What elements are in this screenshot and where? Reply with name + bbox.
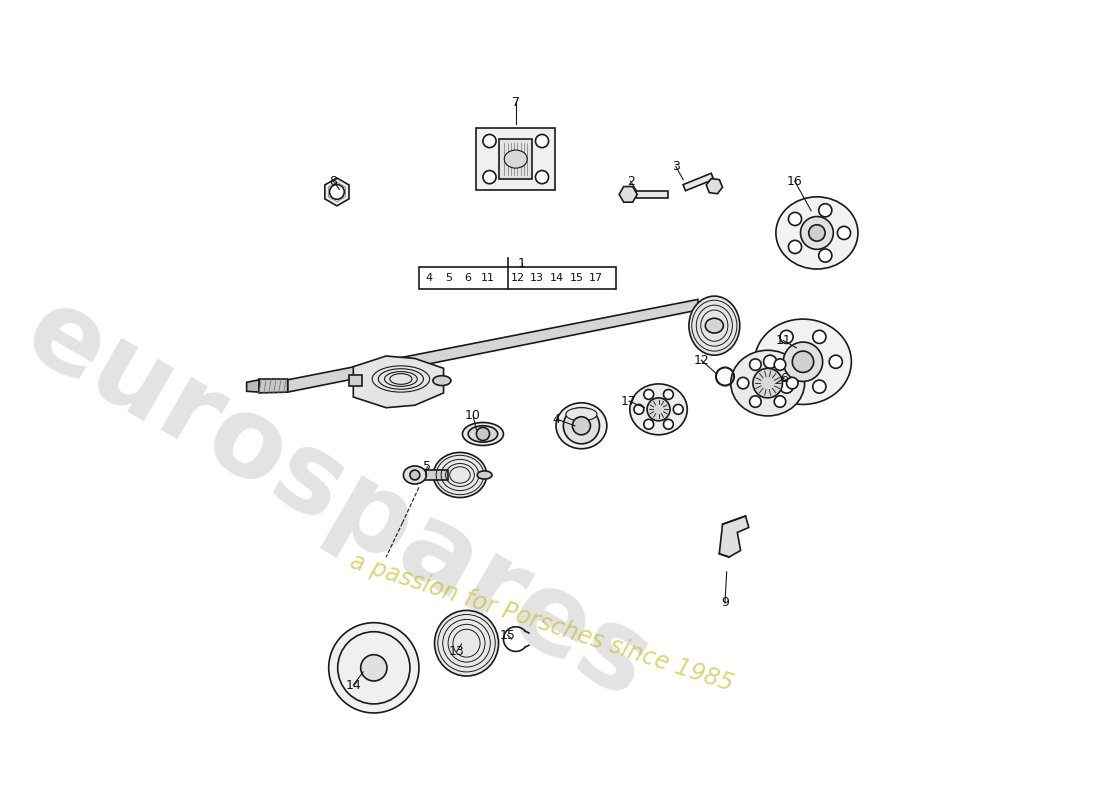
Circle shape [330,185,344,199]
Ellipse shape [565,408,597,421]
Circle shape [749,359,761,370]
Ellipse shape [504,150,527,168]
Bar [637,191,668,198]
Polygon shape [683,174,714,190]
Text: 12: 12 [693,354,710,366]
Circle shape [763,355,777,368]
Text: 10: 10 [465,410,481,422]
Circle shape [536,134,549,147]
Text: 11: 11 [776,334,791,347]
Circle shape [780,380,793,393]
Circle shape [786,378,798,389]
Polygon shape [288,299,697,392]
Circle shape [801,217,834,250]
Text: 17: 17 [621,394,637,408]
Text: 4: 4 [553,413,561,426]
Text: 9: 9 [722,597,729,610]
Text: 6: 6 [464,273,472,283]
Ellipse shape [556,402,607,449]
Circle shape [783,342,823,382]
Text: 13: 13 [530,273,544,283]
Bar [419,267,616,289]
Text: 15: 15 [570,273,583,283]
Text: 13: 13 [449,645,464,658]
Ellipse shape [630,384,688,434]
Circle shape [663,419,673,429]
Circle shape [536,170,549,184]
Text: 1: 1 [518,257,526,270]
Circle shape [644,419,653,429]
Polygon shape [324,178,349,206]
Text: 12: 12 [510,273,525,283]
Circle shape [563,408,600,444]
Ellipse shape [730,350,804,416]
Ellipse shape [776,197,858,269]
Circle shape [483,170,496,184]
Circle shape [572,417,591,434]
Text: 5: 5 [424,460,431,474]
Circle shape [673,405,683,414]
Circle shape [818,204,832,217]
Polygon shape [246,380,258,392]
Circle shape [647,398,670,421]
Bar [349,375,362,386]
Text: 5: 5 [446,273,452,283]
Ellipse shape [689,296,740,355]
Circle shape [410,470,420,480]
Ellipse shape [462,422,504,446]
Polygon shape [719,516,749,557]
Circle shape [813,380,826,393]
Circle shape [774,359,785,370]
Circle shape [774,396,785,407]
Circle shape [483,134,496,147]
Polygon shape [258,379,288,393]
Polygon shape [353,356,443,408]
Text: 7: 7 [512,96,520,109]
Circle shape [663,390,673,399]
Bar [499,139,532,178]
Bar [424,470,448,480]
Text: 6: 6 [780,372,788,385]
Text: 2: 2 [627,174,635,188]
Text: 8: 8 [330,174,338,188]
Circle shape [829,355,843,368]
Circle shape [361,654,387,681]
Ellipse shape [433,376,451,386]
Circle shape [749,396,761,407]
Circle shape [837,226,850,239]
Text: 14: 14 [345,678,361,691]
Ellipse shape [477,471,492,479]
Polygon shape [619,186,637,202]
Text: a passion for Porsches since 1985: a passion for Porsches since 1985 [348,550,737,696]
Circle shape [780,330,793,343]
Ellipse shape [469,426,497,442]
Circle shape [792,351,814,373]
Polygon shape [706,178,723,194]
Text: eurospares: eurospares [6,278,668,722]
Circle shape [818,249,832,262]
Text: 11: 11 [481,273,495,283]
Bar [476,128,556,190]
Circle shape [737,378,749,389]
Circle shape [329,622,419,713]
Text: 14: 14 [550,273,564,283]
Text: 4: 4 [426,273,432,283]
Ellipse shape [404,466,427,484]
Text: 16: 16 [786,174,803,188]
Circle shape [808,225,825,241]
Text: 3: 3 [672,160,680,173]
Ellipse shape [434,610,498,676]
Ellipse shape [433,453,486,498]
Circle shape [752,368,782,398]
Circle shape [644,390,653,399]
Ellipse shape [755,319,851,405]
Circle shape [634,405,643,414]
Text: 17: 17 [590,273,603,283]
Circle shape [813,330,826,343]
Circle shape [476,427,490,441]
Circle shape [789,240,802,254]
Circle shape [789,212,802,226]
Ellipse shape [705,318,724,333]
Text: 15: 15 [499,629,516,642]
